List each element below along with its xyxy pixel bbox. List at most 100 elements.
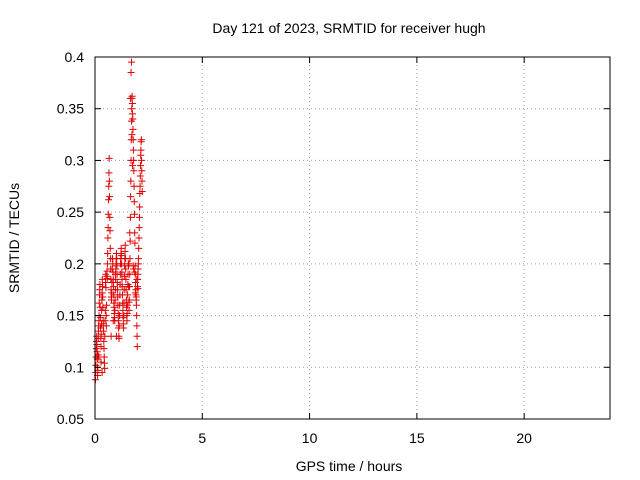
data-point — [106, 213, 114, 221]
data-point — [98, 296, 106, 304]
data-point — [123, 317, 131, 325]
x-axis-label: GPS time / hours — [296, 458, 403, 474]
data-point — [126, 213, 134, 221]
data-point — [138, 177, 146, 185]
data-point — [127, 193, 135, 201]
y-tick-label: 0.15 — [57, 308, 84, 324]
data-point — [131, 268, 139, 276]
data-point — [111, 270, 119, 278]
data-point — [126, 229, 134, 237]
data-point — [137, 146, 145, 154]
data-point — [105, 182, 113, 190]
data-point — [128, 131, 136, 139]
data-point — [98, 289, 106, 297]
data-point — [125, 296, 133, 304]
data-point — [132, 293, 140, 301]
data-point — [107, 332, 115, 340]
data-point — [98, 368, 106, 376]
y-tick-label: 0.1 — [65, 359, 85, 375]
chart-title: Day 121 of 2023, SRMTID for receiver hug… — [212, 20, 485, 36]
grid — [95, 57, 610, 419]
y-tick-labels: 0.05 0.1 0.15 0.2 0.25 0.3 0.35 0.4 — [57, 49, 84, 427]
data-point — [138, 187, 146, 195]
tick-marks — [94, 56, 610, 420]
data-point — [117, 252, 125, 260]
data-point — [136, 203, 144, 211]
data-point — [130, 182, 138, 190]
data-point — [129, 136, 137, 144]
data-point — [136, 162, 144, 170]
y-tick-label: 0.25 — [57, 204, 84, 220]
data-point — [101, 364, 109, 372]
data-point — [115, 322, 123, 330]
data-point — [104, 250, 112, 258]
data-point — [129, 125, 137, 133]
data-point — [133, 275, 141, 283]
data-point — [106, 244, 114, 252]
data-point — [118, 268, 126, 276]
data-point — [100, 327, 108, 335]
data-point — [134, 285, 142, 293]
data-point — [97, 358, 105, 366]
data-point — [103, 267, 111, 275]
data-point — [104, 210, 112, 218]
data-point — [137, 136, 145, 144]
data-point — [117, 244, 125, 252]
data-point — [100, 345, 108, 353]
data-point — [133, 322, 141, 330]
x-tick-label: 20 — [516, 430, 532, 446]
data-point — [135, 234, 143, 242]
data-point — [105, 154, 113, 162]
data-point — [133, 312, 141, 320]
data-point — [135, 224, 143, 232]
data-point — [110, 291, 118, 299]
data-point — [135, 213, 143, 221]
data-point — [135, 255, 143, 263]
data-point — [130, 198, 138, 206]
data-point — [129, 115, 137, 123]
data-point — [101, 332, 109, 340]
data-point — [111, 306, 119, 314]
data-point — [99, 283, 107, 291]
data-point — [127, 58, 135, 66]
data-point — [106, 193, 114, 201]
data-point — [131, 239, 139, 247]
data-point — [105, 196, 113, 204]
data-point — [128, 100, 136, 108]
data-point — [120, 272, 128, 280]
data-point — [130, 210, 138, 218]
data-point — [125, 260, 133, 268]
data-point — [101, 317, 109, 325]
data-point — [136, 182, 144, 190]
data-point — [132, 301, 140, 309]
data-point — [135, 244, 143, 252]
data-point — [126, 94, 134, 102]
y-tick-label: 0.3 — [65, 152, 85, 168]
data-point — [122, 275, 130, 283]
data-point — [130, 156, 138, 164]
y-axis-label: SRMTID / TECUs — [6, 183, 22, 293]
data-point — [136, 172, 144, 180]
x-tick-label: 0 — [91, 430, 99, 446]
data-point — [131, 289, 139, 297]
data-point — [127, 177, 135, 185]
data-point — [126, 255, 134, 263]
data-point — [92, 345, 100, 353]
data-point — [124, 291, 132, 299]
data-point — [105, 177, 113, 185]
x-tick-labels: 0 5 10 15 20 — [91, 430, 532, 446]
data-point — [127, 69, 135, 77]
data-point — [133, 343, 141, 351]
data-point — [121, 241, 129, 249]
y-tick-label: 0.05 — [57, 411, 84, 427]
y-tick-label: 0.2 — [65, 256, 85, 272]
data-point — [128, 105, 136, 113]
data-point — [129, 146, 137, 154]
data-point — [102, 284, 110, 292]
data-point — [123, 301, 131, 309]
data-point — [103, 274, 111, 282]
x-tick-label: 10 — [302, 430, 318, 446]
data-point — [138, 167, 146, 175]
